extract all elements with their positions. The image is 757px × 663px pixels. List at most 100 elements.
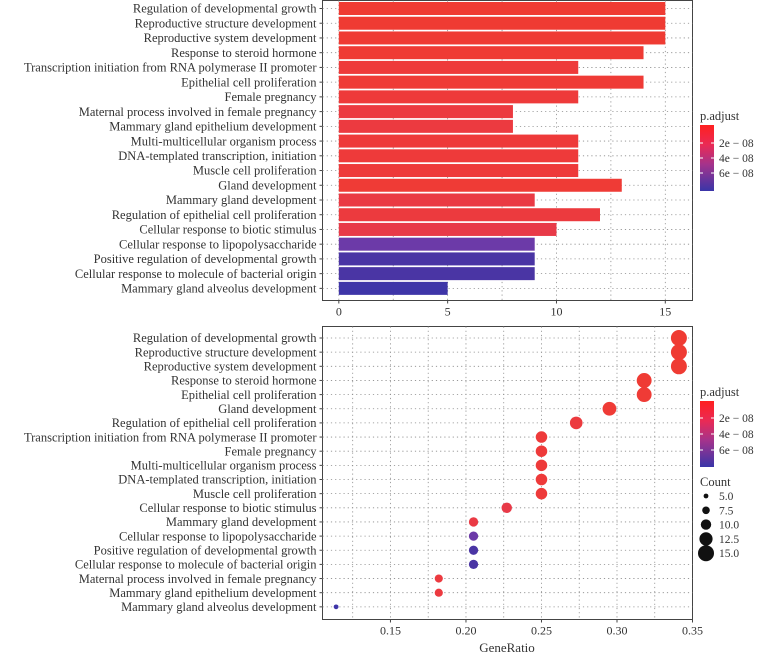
bar-x-tick-label: 5: [445, 305, 451, 319]
bar: [338, 2, 666, 15]
bar-category-label: Cellular response to lipopolysaccharide: [119, 237, 317, 251]
dot-category-label: Multi-multicellular organism process: [131, 459, 317, 473]
bar-category-label: Reproductive system development: [144, 31, 317, 45]
dot-category-label: DNA-templated transcription, initiation: [118, 473, 317, 487]
bar-chart-panel: Regulation of developmental growthReprod…: [24, 0, 693, 319]
dot-point: [535, 431, 548, 443]
dot-category-label: Reproductive structure development: [135, 345, 317, 359]
dot-point: [434, 588, 443, 597]
bar-legend-tick: 6e − 08: [719, 168, 754, 180]
dot-point: [535, 445, 548, 457]
bar: [338, 252, 535, 266]
bar-x-tick-label: 15: [659, 305, 671, 319]
bar: [338, 75, 644, 89]
dot-point: [670, 358, 687, 375]
size-legend-circle: [699, 532, 713, 546]
dot-category-label: Cellular response to biotic stimulus: [139, 501, 316, 515]
dot-point: [602, 401, 617, 416]
bar-x-tick-label: 0: [336, 305, 342, 319]
bar: [338, 134, 579, 148]
dot-category-label: Regulation of epithelial cell proliferat…: [112, 416, 318, 430]
dot-point: [468, 531, 479, 541]
dot-category-label: Muscle cell proliferation: [193, 487, 317, 501]
bar-chart-bars: [338, 2, 666, 295]
size-legend-title: Count: [700, 475, 731, 489]
dot-x-tick-label: 0.30: [606, 624, 627, 638]
dot-legend-colorbar: [700, 401, 714, 467]
bar: [338, 193, 535, 207]
bar: [338, 119, 513, 133]
dot-category-label: Regulation of developmental growth: [133, 331, 317, 345]
dot-category-label: Response to steroid hormone: [171, 374, 317, 388]
bar: [338, 164, 579, 178]
bar-category-label: Mammary gland alveolus development: [121, 282, 317, 296]
size-legend-label: 12.5: [719, 534, 739, 546]
dot-category-label: Maternal process involved in female preg…: [79, 572, 318, 586]
bar-category-label: Multi-multicellular organism process: [131, 134, 317, 148]
dot-point: [434, 574, 443, 583]
bar: [338, 208, 600, 222]
dot-legend-tick: 6e − 08: [719, 445, 754, 457]
dot-plot-x-axis-title: GeneRatio: [479, 640, 535, 655]
bar-category-label: Maternal process involved in female preg…: [79, 105, 318, 119]
size-legend-label: 10.0: [719, 520, 739, 532]
dot-x-tick-label: 0.15: [380, 624, 401, 638]
dot-point: [333, 604, 339, 610]
size-legend-label: 5.0: [719, 491, 734, 503]
dot-point: [535, 473, 548, 486]
dot-x-tick-label: 0.35: [682, 624, 703, 638]
dot-plot-size-legend: Count 5.0 7.5 10.0 12.5 15.0: [698, 475, 739, 562]
dot-legend-title: p.adjust: [700, 385, 740, 399]
bar-category-label: Cellular response to molecule of bacteri…: [75, 267, 317, 281]
bar-category-label: Muscle cell proliferation: [193, 164, 317, 178]
dot-category-label: Gland development: [218, 402, 317, 416]
dot-legend-tick: 2e − 08: [719, 413, 754, 425]
bar: [338, 16, 666, 30]
dot-plot-points: [333, 330, 687, 610]
bar: [338, 46, 644, 60]
dot-point: [636, 387, 652, 403]
dot-category-label: Epithelial cell proliferation: [181, 388, 317, 402]
bar-category-label: Regulation of epithelial cell proliferat…: [112, 208, 318, 222]
bar-chart-category-labels: Regulation of developmental growthReprod…: [24, 2, 323, 296]
bar-category-label: DNA-templated transcription, initiation: [118, 149, 317, 163]
dot-x-tick-label: 0.20: [455, 624, 476, 638]
bar-category-label: Epithelial cell proliferation: [181, 75, 317, 89]
bar-x-tick-label: 10: [550, 305, 562, 319]
bar-chart-color-legend: p.adjust 2e − 08 4e − 08 6e − 08: [700, 109, 754, 191]
dot-x-tick-label: 0.25: [531, 624, 552, 638]
bar: [338, 60, 579, 74]
dot-plot-area: [322, 326, 693, 620]
dot-category-label: Female pregnancy: [225, 444, 318, 458]
bar-legend-tick: 4e − 08: [719, 153, 754, 165]
bar-category-label: Regulation of developmental growth: [133, 2, 317, 16]
dot-plot-panel: Regulation of developmental growthReprod…: [24, 326, 703, 655]
dot-plot-x-ticks: 0.15 0.20 0.25 0.30 0.35: [380, 619, 703, 638]
bar-category-label: Cellular response to biotic stimulus: [139, 223, 316, 237]
dot-point: [670, 344, 687, 361]
size-legend-label: 15.0: [719, 548, 739, 560]
bar: [338, 237, 535, 251]
dot-point: [535, 459, 548, 472]
dot-point: [569, 416, 583, 430]
bar: [338, 149, 579, 163]
dot-point: [468, 517, 479, 527]
dot-point: [636, 373, 652, 388]
bar-chart-x-ticks: 0 5 10 15: [336, 300, 671, 319]
bar: [338, 31, 666, 45]
dot-category-label: Mammary gland alveolus development: [121, 600, 317, 614]
bar: [338, 267, 535, 281]
dot-plot-category-labels: Regulation of developmental growthReprod…: [24, 331, 323, 614]
bar-category-label: Reproductive structure development: [135, 16, 317, 30]
size-legend-label: 7.5: [719, 505, 734, 517]
bar: [338, 90, 579, 104]
bar: [338, 178, 622, 192]
dot-category-label: Reproductive system development: [144, 360, 317, 374]
bar-legend-colorbar: [700, 125, 714, 191]
size-legend-circle: [700, 519, 712, 530]
dot-point: [535, 487, 548, 500]
bar: [338, 281, 448, 295]
dot-category-label: Mammary gland epithelium development: [109, 586, 317, 600]
bar-category-label: Female pregnancy: [225, 90, 318, 104]
size-legend-circle: [703, 493, 709, 499]
